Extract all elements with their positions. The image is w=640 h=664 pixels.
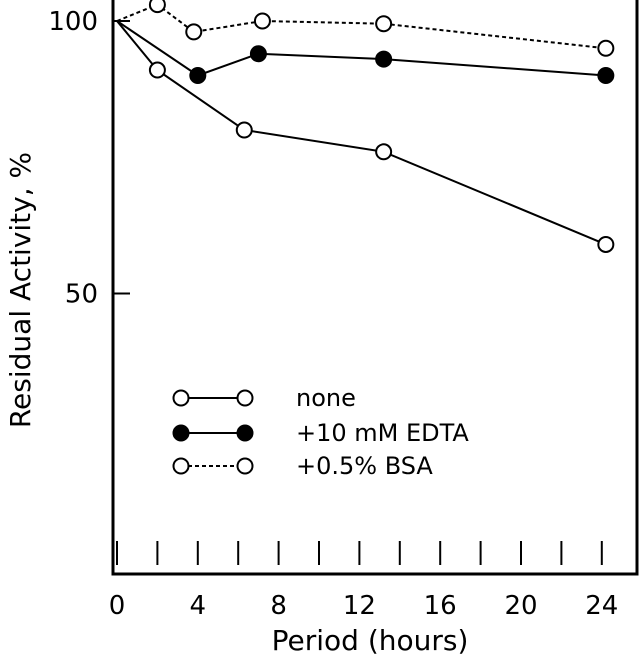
tick-marks [113, 20, 603, 565]
x-tick-label: 20 [504, 591, 537, 621]
data-point [375, 15, 393, 33]
data-point [597, 39, 615, 57]
data-point [148, 61, 166, 79]
x-axis-title: Period (hours) [272, 624, 469, 657]
data-point [189, 67, 207, 84]
x-tick-label: 8 [270, 591, 287, 621]
x-tick-label: 12 [343, 591, 376, 621]
legend-label: none [296, 384, 356, 412]
x-tick-label: 16 [424, 591, 457, 621]
x-tick-label: 4 [190, 591, 207, 621]
plot-frame [111, 0, 639, 576]
series-lines [116, 3, 607, 246]
data-point [148, 0, 166, 14]
legend-marker [236, 457, 254, 475]
data-point [597, 67, 615, 84]
y-tick-label: 50 [65, 280, 98, 310]
tick-labels: 0 4 8 12 16 20 24 50 100 [48, 7, 618, 621]
data-point [375, 50, 393, 68]
data-point [375, 143, 393, 161]
legend-marker [172, 457, 190, 475]
legend-marker [236, 389, 254, 407]
legend-marker [236, 424, 254, 442]
legend-label: +10 mM EDTA [296, 419, 469, 447]
legend-marker [172, 389, 190, 407]
y-axis-title: Residual Activity, % [4, 152, 37, 428]
data-point [253, 12, 271, 30]
legend-label: +0.5% BSA [296, 452, 433, 480]
series-line-1 [116, 20, 607, 246]
legend-marker [172, 424, 190, 442]
series-points [148, 0, 615, 253]
data-point [597, 235, 615, 253]
data-point [185, 23, 203, 41]
y-tick-label: 100 [48, 7, 98, 37]
data-point [249, 45, 267, 63]
x-tick-label: 0 [109, 591, 126, 621]
data-point [235, 121, 253, 139]
legend: none +10 mM EDTA +0.5% BSA [172, 384, 469, 480]
x-tick-label: 24 [585, 591, 618, 621]
